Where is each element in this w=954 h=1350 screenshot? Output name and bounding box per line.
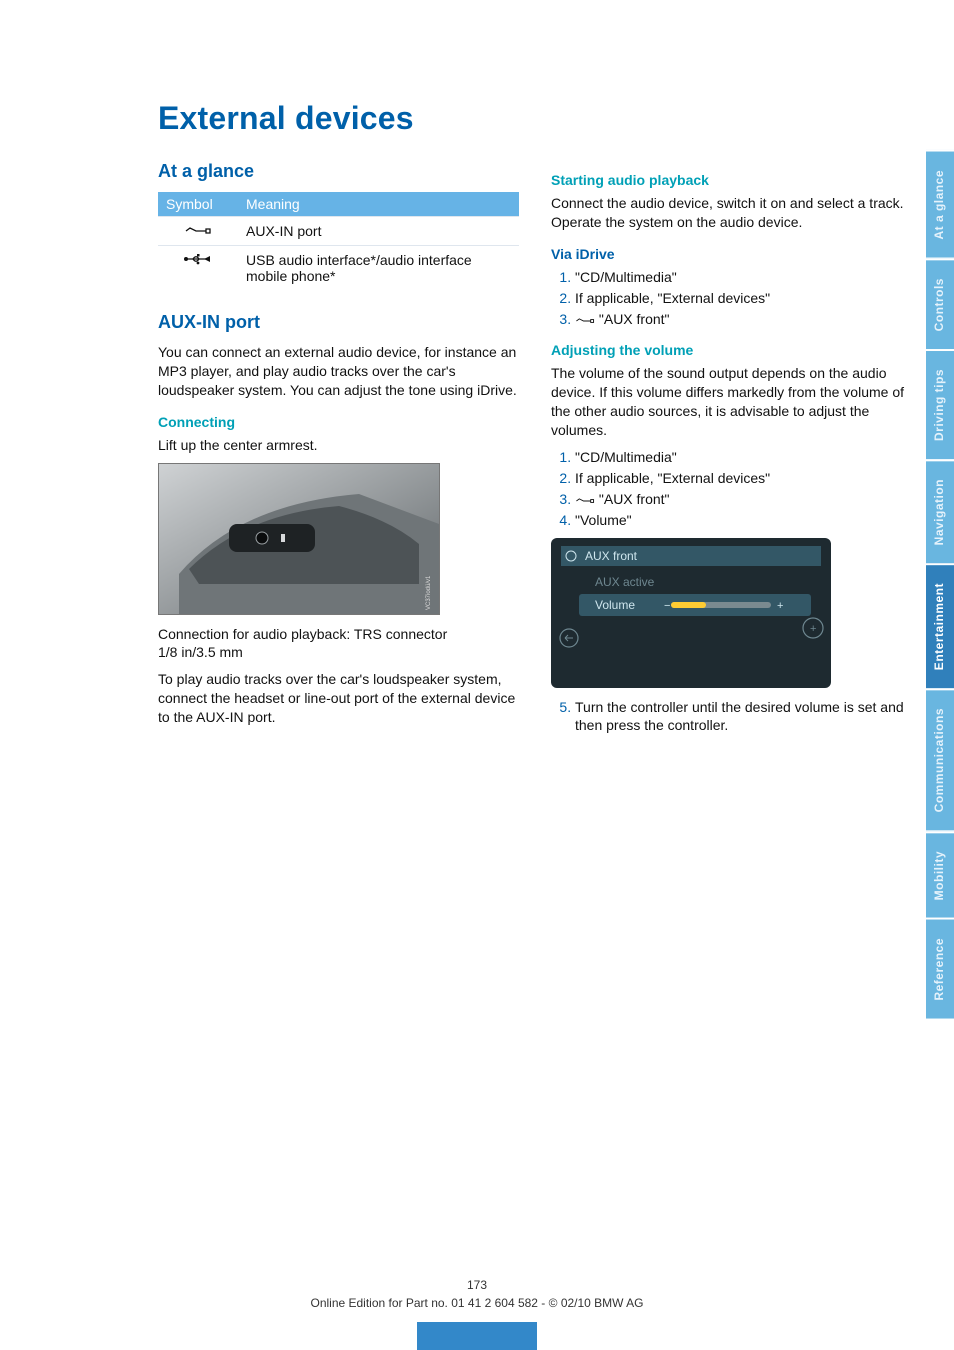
- tab-mobility[interactable]: Mobility: [926, 831, 954, 918]
- tab-reference[interactable]: Reference: [926, 918, 954, 1019]
- page-title: External devices: [158, 100, 519, 137]
- list-item: "CD/Multimedia": [575, 268, 912, 287]
- aux-meaning: AUX-IN port: [238, 217, 519, 246]
- tab-entertainment[interactable]: Entertainment: [926, 563, 954, 688]
- list-item: If applicable, "External devices": [575, 289, 912, 308]
- idrive-screenshot: AUX front AUX active Volume − + +: [551, 538, 831, 688]
- list-item: Turn the controller until the desired vo…: [575, 698, 912, 736]
- footer-line: Online Edition for Part no. 01 41 2 604 …: [310, 1296, 643, 1310]
- section-connecting: Connecting: [158, 414, 519, 430]
- svg-text:AUX front: AUX front: [585, 549, 638, 563]
- headset-note: To play audio tracks over the car's loud…: [158, 670, 519, 727]
- page-number: 173: [0, 1278, 954, 1292]
- list-item: "Volume": [575, 511, 912, 530]
- section-aux-in: AUX-IN port: [158, 312, 519, 333]
- svg-text:+: +: [777, 600, 783, 612]
- tab-driving-tips[interactable]: Driving tips: [926, 349, 954, 459]
- via-idrive-list: "CD/Multimedia" If applicable, "External …: [551, 268, 912, 329]
- th-meaning: Meaning: [238, 192, 519, 217]
- list-item: "AUX front": [575, 490, 912, 509]
- section-start-playback: Starting audio playback: [551, 172, 912, 188]
- tab-communications[interactable]: Communications: [926, 688, 954, 830]
- svg-text:AUX active: AUX active: [595, 575, 655, 589]
- page-footer: 173 Online Edition for Part no. 01 41 2 …: [0, 1278, 954, 1310]
- after-list: Turn the controller until the desired vo…: [551, 698, 912, 736]
- aux-jack-icon: [158, 217, 238, 246]
- side-tabs: At a glanceControlsDriving tipsNavigatio…: [926, 150, 954, 1019]
- svg-text:+: +: [810, 623, 816, 635]
- tab-controls[interactable]: Controls: [926, 258, 954, 349]
- section-at-a-glance: At a glance: [158, 161, 519, 182]
- tab-at-a-glance[interactable]: At a glance: [926, 150, 954, 258]
- list-item: "CD/Multimedia": [575, 448, 912, 467]
- list-item: "AUX front": [575, 310, 912, 329]
- armrest-photo: VC37iodü/v1: [158, 463, 440, 615]
- connecting-desc: Lift up the center armrest.: [158, 436, 519, 455]
- footer-bluebar: [417, 1320, 537, 1350]
- svg-text:Volume: Volume: [595, 598, 635, 612]
- usb-icon: [158, 246, 238, 291]
- svg-text:VC37iodü/v1: VC37iodü/v1: [426, 575, 432, 610]
- usb-meaning: USB audio interface*/audio interface mob…: [238, 246, 519, 291]
- section-adjusting-volume: Adjusting the volume: [551, 342, 912, 358]
- adjusting-volume-desc: The volume of the sound output depends o…: [551, 364, 912, 440]
- svg-text:−: −: [664, 600, 670, 612]
- th-symbol: Symbol: [158, 192, 238, 217]
- start-playback-desc: Connect the audio device, switch it on a…: [551, 194, 912, 232]
- list-item: If applicable, "External devices": [575, 469, 912, 488]
- trs-note: Connection for audio playback: TRS conne…: [158, 625, 519, 663]
- aux-in-desc: You can connect an external audio device…: [158, 343, 519, 400]
- adjusting-volume-list: "CD/Multimedia" If applicable, "External …: [551, 448, 912, 530]
- section-via-idrive: Via iDrive: [551, 246, 912, 262]
- symbol-table: Symbol Meaning AUX-IN port: [158, 192, 519, 290]
- tab-navigation[interactable]: Navigation: [926, 459, 954, 563]
